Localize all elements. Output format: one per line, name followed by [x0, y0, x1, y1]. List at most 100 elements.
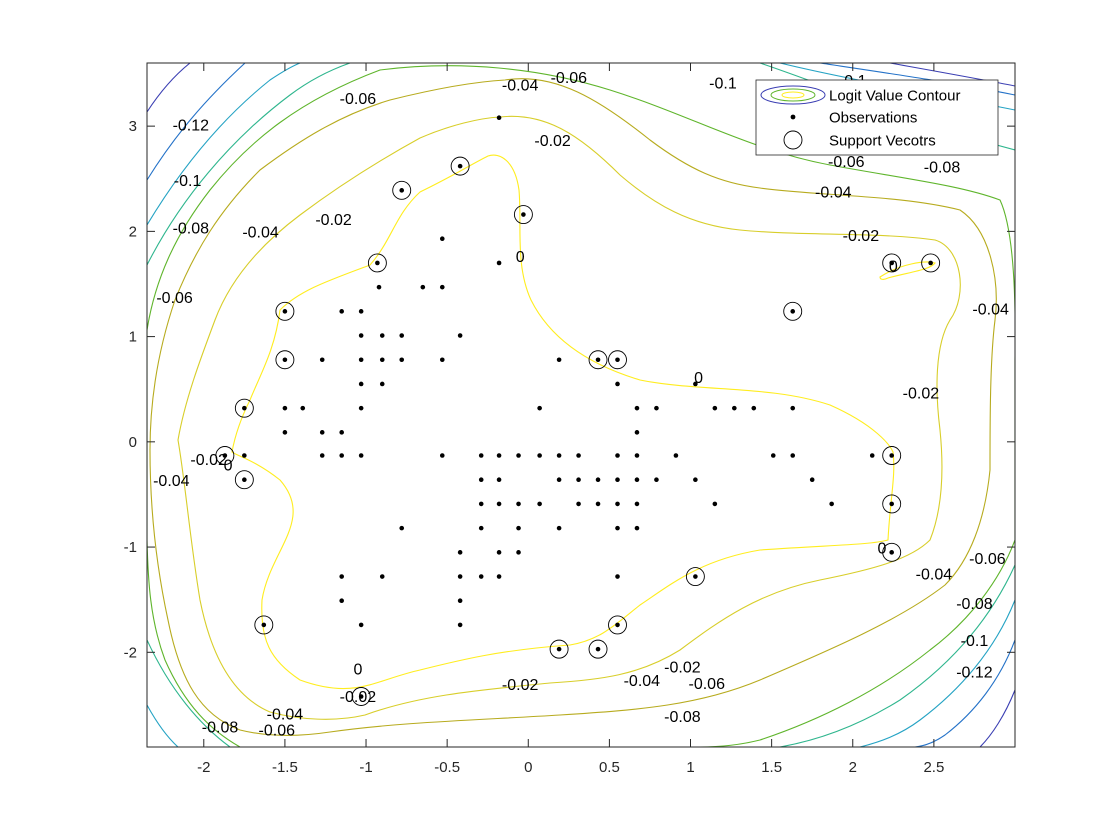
contour-line-8: [147, 639, 231, 747]
x-tick-label: 2: [849, 759, 857, 776]
observation-point: [496, 550, 502, 555]
contour-line-3: [149, 78, 997, 736]
contour-label: -0.06: [551, 70, 588, 87]
y-tick-label: 2: [129, 223, 137, 240]
observation-point: [615, 525, 620, 531]
plot-area: 000000-0.02-0.02-0.02-0.02-0.02-0.02-0.0…: [124, 62, 1016, 776]
y-tick-label: 0: [129, 434, 137, 451]
observation-point: [379, 357, 385, 363]
observation-point: [595, 357, 601, 363]
observation-point: [399, 188, 405, 193]
contour-label: -0.04: [815, 185, 852, 202]
observation-point: [457, 574, 463, 579]
support-vector-marker: [588, 639, 608, 659]
legend-label-contour: Logit Value Contour: [829, 88, 960, 105]
contour-line-2: [177, 115, 961, 720]
observation-point: [615, 501, 620, 507]
observation-point: [375, 260, 380, 266]
observation-point: [516, 501, 521, 507]
observation-point: [615, 453, 620, 458]
x-tick-label: -1: [359, 759, 372, 776]
observation-point: [496, 260, 502, 266]
observation-point: [576, 501, 581, 507]
axes-box: [146, 62, 1016, 748]
contour-line-17: [889, 63, 1015, 87]
contour-label: -0.04: [624, 673, 661, 690]
contour-label: 0: [694, 370, 703, 387]
contour-label: 0: [889, 258, 898, 275]
observation-point: [634, 501, 640, 507]
observation-point: [242, 453, 247, 458]
observation-point: [770, 453, 776, 458]
support-vector-marker: [882, 253, 902, 273]
observation-point: [928, 260, 933, 266]
contour-label: -0.1: [961, 633, 989, 650]
contour-line-11: [859, 599, 1015, 747]
contour-label: -0.04: [972, 302, 1009, 319]
observation-point: [379, 333, 385, 338]
contour-label: -0.02: [903, 386, 940, 403]
observation-point: [457, 333, 463, 338]
observation-point: [732, 405, 737, 411]
observation-point: [399, 333, 405, 338]
contour-label: -0.02: [843, 228, 880, 245]
observation-point: [339, 453, 344, 458]
y-tick-label: -1: [124, 539, 137, 556]
observation-point: [615, 622, 620, 628]
observation-point: [654, 405, 659, 411]
contour-label: -0.08: [956, 596, 993, 613]
observation-point: [537, 453, 542, 458]
observation-point: [379, 381, 385, 387]
observation-point: [576, 453, 581, 458]
observation-point: [809, 477, 815, 483]
support-vector-marker: [392, 180, 412, 200]
observation-point: [261, 622, 267, 628]
contour-label: -0.04: [153, 473, 190, 490]
contour-label: -0.02: [664, 659, 701, 676]
observation-point: [439, 357, 445, 363]
support-vector-marker: [513, 205, 533, 224]
observation-point: [634, 477, 640, 483]
observation-point: [693, 574, 698, 579]
support-vector-marker: [254, 615, 274, 635]
support-vector-marker: [608, 350, 627, 370]
observation-point: [869, 453, 875, 458]
observation-point: [339, 598, 344, 604]
contour-line-15: [914, 639, 1015, 747]
observation-point: [595, 477, 601, 483]
contour-label: -0.12: [956, 665, 993, 682]
contour-label: -0.04: [242, 225, 279, 242]
observation-point: [358, 357, 364, 363]
observation-point: [537, 501, 542, 507]
contour-label: -0.02: [190, 452, 227, 469]
support-vector-marker: [588, 350, 608, 370]
contour-line-1: [879, 261, 936, 280]
observation-point: [576, 477, 581, 483]
contour-label: -0.06: [689, 676, 726, 693]
observation-point: [457, 163, 463, 169]
observation-point: [282, 405, 288, 411]
y-axis: -2 -1 0 1 2 3: [124, 118, 1015, 661]
x-axis: -2 -1.5 -1 -0.5 0 0.5 1 1.5 2 2.5: [197, 63, 944, 776]
contour-label: 0: [516, 249, 525, 266]
observation-point: [556, 453, 562, 458]
axes-background: [147, 63, 1015, 747]
observation-point: [319, 453, 325, 458]
observation-point: [712, 501, 718, 507]
observation-point: [673, 453, 679, 458]
observation-point: [358, 381, 364, 387]
contour-label: -0.1: [709, 75, 737, 92]
contour-label: 0: [353, 661, 362, 678]
x-tick-label: -0.5: [434, 759, 460, 776]
contour-line-12: [147, 704, 179, 747]
y-tick-label: -2: [124, 644, 137, 661]
observation-point: [521, 212, 526, 217]
observation-point: [399, 525, 405, 531]
observation-point: [496, 453, 502, 458]
legend-observation-marker: [790, 114, 796, 120]
x-tick-label: 0.5: [599, 759, 620, 776]
observation-point: [478, 525, 484, 531]
support-vector-marker: [450, 156, 470, 176]
support-vector-marker: [351, 687, 371, 706]
